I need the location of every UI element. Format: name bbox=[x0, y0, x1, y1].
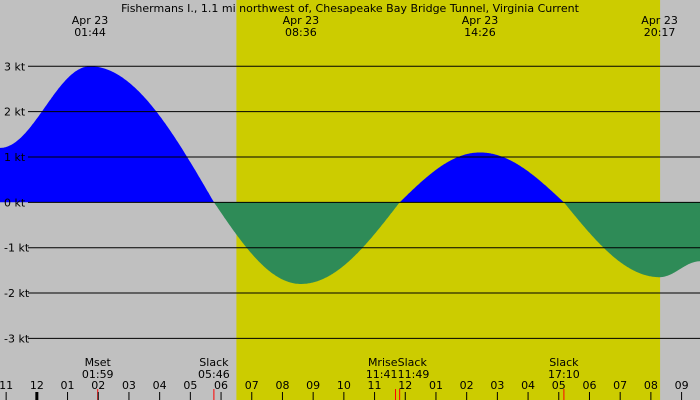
y-tick-label: -1 kt bbox=[4, 242, 30, 255]
event-name-label: Mrise bbox=[368, 356, 398, 369]
event-name-label: Mset bbox=[85, 356, 112, 369]
top-date-label: Apr 23 bbox=[641, 14, 678, 27]
y-tick-label: 1 kt bbox=[4, 151, 26, 164]
hour-tick-label: 09 bbox=[675, 379, 689, 392]
event-time-label: 11:49 bbox=[398, 368, 430, 381]
hour-tick-label: 06 bbox=[214, 379, 228, 392]
event-time-label: 17:10 bbox=[548, 368, 580, 381]
hour-tick-label: 12 bbox=[398, 379, 412, 392]
y-tick-label: 0 kt bbox=[4, 196, 26, 209]
grid-layer bbox=[28, 65, 700, 339]
event-name-label: Slack bbox=[199, 356, 229, 369]
top-time-label: 14:26 bbox=[464, 26, 496, 39]
event-time-label: 05:46 bbox=[198, 368, 230, 381]
hour-tick-label: 04 bbox=[153, 379, 167, 392]
y-tick-label: -2 kt bbox=[4, 287, 30, 300]
flood-current-area bbox=[399, 152, 565, 203]
current-area-layer bbox=[0, 66, 700, 284]
hour-tick-label: 02 bbox=[460, 379, 474, 392]
hour-tick-label: 03 bbox=[122, 379, 136, 392]
event-time-label: 01:59 bbox=[82, 368, 114, 381]
hour-tick-label: 08 bbox=[644, 379, 658, 392]
hour-tick-label: 07 bbox=[245, 379, 259, 392]
hour-tick-label: 07 bbox=[613, 379, 627, 392]
hour-tick-label: 03 bbox=[490, 379, 504, 392]
hour-tick-label: 09 bbox=[306, 379, 320, 392]
hour-tick-label: 02 bbox=[91, 379, 105, 392]
event-time-label: 11:41 bbox=[366, 368, 398, 381]
hour-tick-label: 11 bbox=[0, 379, 13, 392]
hour-tick-label: 06 bbox=[582, 379, 596, 392]
top-date-label: Apr 23 bbox=[72, 14, 109, 27]
chart-title: Fishermans I., 1.1 mi northwest of, Ches… bbox=[121, 2, 579, 15]
flood-current-area bbox=[0, 66, 215, 203]
hour-tick-label: 05 bbox=[552, 379, 566, 392]
top-time-label: 08:36 bbox=[285, 26, 317, 39]
hour-tick-label: 05 bbox=[183, 379, 197, 392]
event-name-label: Slack bbox=[398, 356, 428, 369]
top-date-label: Apr 23 bbox=[462, 14, 499, 27]
top-time-label: 01:44 bbox=[74, 26, 106, 39]
top-time-label: 20:17 bbox=[644, 26, 676, 39]
hour-tick-label: 10 bbox=[337, 379, 351, 392]
y-tick-label: 2 kt bbox=[4, 106, 26, 119]
hour-tick-label: 08 bbox=[275, 379, 289, 392]
hour-tick-label: 04 bbox=[521, 379, 535, 392]
top-date-label: Apr 23 bbox=[283, 14, 320, 27]
hour-tick-label: 01 bbox=[61, 379, 75, 392]
ebb-current-area bbox=[214, 202, 400, 284]
y-tick-label: -3 kt bbox=[4, 332, 30, 345]
hour-tick-label: 11 bbox=[368, 379, 382, 392]
hour-tick-label: 12 bbox=[30, 379, 44, 392]
ebb-current-area bbox=[564, 202, 700, 278]
hour-tick-label: 01 bbox=[429, 379, 443, 392]
y-tick-label: 3 kt bbox=[4, 60, 26, 73]
event-name-label: Slack bbox=[549, 356, 579, 369]
